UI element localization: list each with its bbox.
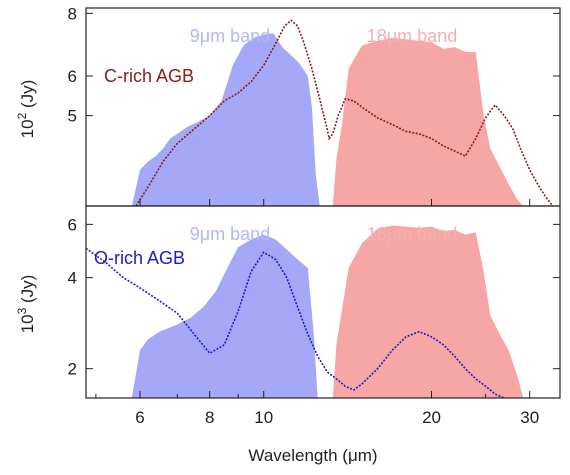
y-tick-label: 4 <box>68 269 77 288</box>
band-9-label: 9μm band <box>190 26 270 46</box>
x-tick-label: 6 <box>135 408 144 427</box>
band-18-label: 18μm band <box>367 26 457 46</box>
y-axis-label: 103 (Jy) <box>15 275 37 334</box>
panel-1: 5 6 8 102 (Jy) 9μm band 18μm band C-rich AGB <box>15 4 561 207</box>
c-rich-label: C-rich AGB <box>104 66 194 86</box>
x-tick-label: 10 <box>254 408 273 427</box>
band-18-label: 18μm band <box>367 224 457 244</box>
band9-area <box>131 33 320 206</box>
panels: 5 6 8 102 (Jy) 9μm band 18μm band C-rich AGB 2 4… <box>15 4 561 399</box>
y-tick-label: 8 <box>68 4 77 23</box>
band9-area <box>131 234 318 398</box>
band18-area <box>332 37 524 206</box>
y-tick-label: 6 <box>68 67 77 86</box>
y-tick-label: 6 <box>68 215 77 234</box>
x-tick-label: 20 <box>422 408 441 427</box>
y-tick-label: 2 <box>68 360 77 379</box>
x-tick-label: 30 <box>520 408 539 427</box>
band18-area <box>332 225 524 398</box>
panel-frame <box>85 205 561 399</box>
panel-2: 2 4 6 103 (Jy) 9μm band 18μm band O-rich AGB <box>15 205 561 399</box>
c-rich-spectrum-line <box>135 19 554 206</box>
o-rich-spectrum-line <box>86 247 505 398</box>
x-axis: 6 8 10 20 30 <box>95 199 539 427</box>
band-9-label: 9μm band <box>190 224 270 244</box>
y-tick-label: 5 <box>68 107 77 126</box>
plot-area <box>86 225 524 398</box>
x-axis-label: Wavelength (μm) <box>248 446 377 465</box>
x-tick-label: 8 <box>205 408 214 427</box>
plot-area <box>131 19 554 206</box>
y-axis-label: 102 (Jy) <box>15 80 37 139</box>
o-rich-label: O-rich AGB <box>94 248 185 268</box>
